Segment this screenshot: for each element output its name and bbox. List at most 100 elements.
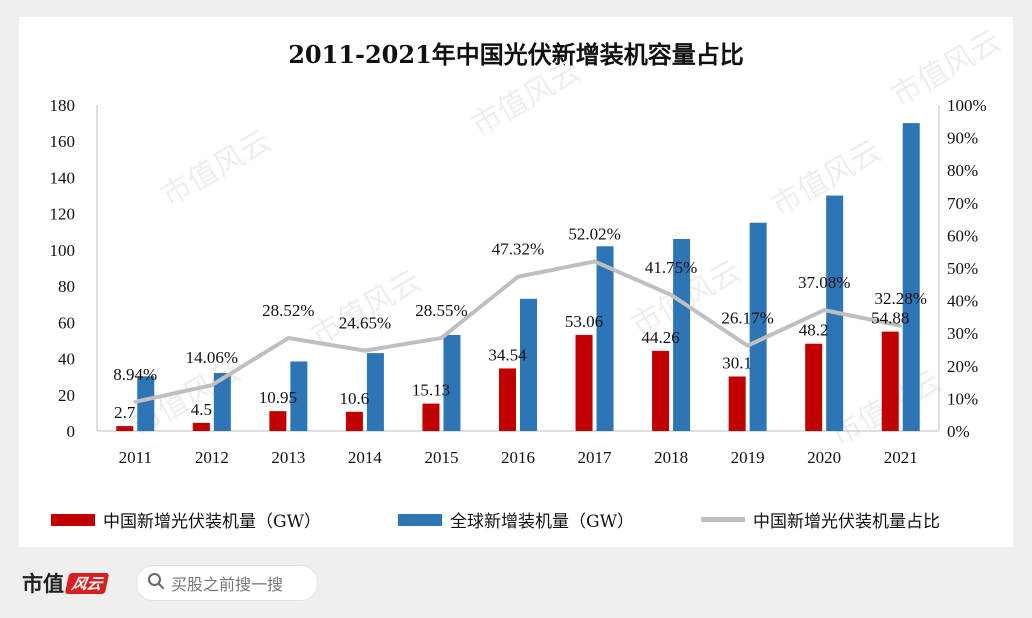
share-point xyxy=(746,344,750,348)
share-point xyxy=(822,308,826,312)
bar-china-data-label: 10.95 xyxy=(259,388,297,407)
bar-global xyxy=(213,373,231,431)
y-left-tick-label: 180 xyxy=(50,96,76,115)
y-right-tick-label: 10% xyxy=(947,389,978,408)
share-data-label: 52.02% xyxy=(568,224,620,243)
y-right-tick-label: 80% xyxy=(947,161,978,180)
watermark-text: 市值风云 xyxy=(466,54,586,143)
y-left-tick-label: 100 xyxy=(50,241,76,260)
share-data-label: 41.75% xyxy=(645,258,697,277)
y-left-tick-label: 140 xyxy=(50,168,76,187)
bar-global xyxy=(520,298,537,431)
x-tick-label: 2019 xyxy=(731,448,765,467)
y-right-tick-label: 40% xyxy=(947,292,978,311)
watermark-text: 市值风云 xyxy=(306,264,426,353)
bar-global xyxy=(902,123,920,431)
legend-swatch-china xyxy=(51,513,95,526)
share-line xyxy=(134,259,902,404)
share-point xyxy=(516,275,520,279)
bar-china-data-label: 54.88 xyxy=(871,309,909,328)
y-right-tick-label: 0% xyxy=(947,422,970,441)
bar-china xyxy=(192,422,210,431)
bar-global xyxy=(596,246,614,431)
bar-global xyxy=(673,239,691,431)
bar-global xyxy=(290,361,308,431)
brand-name: 市值 xyxy=(22,572,64,596)
share-point xyxy=(210,383,214,387)
legend-label-china: 中国新增光伏装机量（GW） xyxy=(103,512,322,532)
brand-logo[interactable]: 市值 风云 xyxy=(22,568,110,598)
share-point xyxy=(363,349,367,353)
legend-item-share-line: 中国新增光伏装机量占比 xyxy=(701,507,940,532)
y-right-tick-label: 60% xyxy=(947,226,978,245)
y-right-tick-label: 20% xyxy=(947,357,978,376)
x-tick-label: 2011 xyxy=(119,448,152,467)
share-point xyxy=(669,293,673,297)
bar-china-data-label: 10.6 xyxy=(340,389,370,408)
bar-china-data-label: 15.13 xyxy=(412,381,450,400)
bar-china xyxy=(269,411,287,431)
x-tick-label: 2016 xyxy=(501,448,535,467)
y-right-tick-label: 70% xyxy=(947,194,978,213)
legend-item-china-bar: 中国新增光伏装机量（GW） xyxy=(51,507,321,532)
y-left-tick-label: 120 xyxy=(50,205,76,224)
bar-global xyxy=(137,376,155,431)
bar-china-data-label: 34.54 xyxy=(488,345,527,364)
x-tick-label: 2012 xyxy=(195,448,229,467)
legend-item-global-bar: 全球新增装机量（GW） xyxy=(398,507,634,532)
y-right-tick-label: 30% xyxy=(947,324,978,343)
share-data-label: 37.08% xyxy=(798,273,850,292)
x-tick-label: 2015 xyxy=(424,448,458,467)
legend-label-share: 中国新增光伏装机量占比 xyxy=(753,512,940,532)
share-point xyxy=(133,400,137,404)
y-left-tick-label: 20 xyxy=(58,386,75,405)
bar-china xyxy=(499,368,516,431)
share-data-label: 32.28% xyxy=(875,289,927,308)
bar-china-data-label: 2.7 xyxy=(114,403,136,422)
bar-china-data-label: 48.2 xyxy=(799,321,829,340)
share-data-label: 26.17% xyxy=(721,309,773,328)
y-right-tick-label: 100% xyxy=(947,96,987,115)
x-tick-label: 2014 xyxy=(348,448,383,467)
x-tick-label: 2013 xyxy=(271,448,305,467)
legend-swatch-share xyxy=(701,517,745,522)
y-left-tick-label: 0 xyxy=(67,422,76,441)
y-left-tick-label: 80 xyxy=(58,277,75,296)
share-data-label: 28.55% xyxy=(415,301,467,320)
bar-global xyxy=(366,353,384,431)
search-icon xyxy=(147,572,165,594)
y-left-tick-label: 160 xyxy=(50,132,76,151)
bar-china-data-label: 4.5 xyxy=(191,400,212,419)
chart-legend: 中国新增光伏装机量（GW） 全球新增装机量（GW） 中国新增光伏装机量占比 xyxy=(19,507,1013,533)
chart-title: 2011-2021年中国光伏新增装机容量占比 xyxy=(288,40,744,69)
bar-global xyxy=(749,222,767,431)
bar-china xyxy=(805,343,823,431)
share-data-label: 24.65% xyxy=(339,314,391,333)
legend-label-global: 全球新增装机量（GW） xyxy=(450,512,635,532)
bar-china xyxy=(116,426,134,431)
x-tick-label: 2021 xyxy=(884,448,918,467)
share-point xyxy=(899,324,903,328)
share-point xyxy=(286,336,290,340)
bar-china-data-label: 44.26 xyxy=(641,328,679,347)
bar-china-data-label: 30.1 xyxy=(722,353,752,372)
x-tick-label: 2018 xyxy=(654,448,688,467)
share-data-label: 47.32% xyxy=(492,240,544,259)
search-box[interactable]: 买股之前搜一搜 xyxy=(136,565,318,601)
bar-china xyxy=(652,350,670,431)
bar-china xyxy=(345,411,363,431)
bar-china xyxy=(881,331,899,431)
share-point xyxy=(593,259,597,263)
share-point xyxy=(439,336,443,340)
x-tick-label: 2017 xyxy=(578,448,613,467)
watermark-text: 市值风云 xyxy=(156,124,276,213)
y-left-tick-label: 60 xyxy=(58,313,75,332)
search-placeholder: 买股之前搜一搜 xyxy=(171,575,284,594)
y-right-tick-label: 90% xyxy=(947,129,978,148)
share-data-label: 14.06% xyxy=(186,348,238,367)
y-right-tick-label: 50% xyxy=(947,259,978,278)
chart-svg: 市值风云市值风云市值风云市值风云市值风云市值风云市值风云市值风云02040608… xyxy=(50,24,1007,467)
bar-china xyxy=(422,403,440,431)
legend-swatch-global xyxy=(398,513,442,526)
brand-badge: 风云 xyxy=(64,572,110,594)
